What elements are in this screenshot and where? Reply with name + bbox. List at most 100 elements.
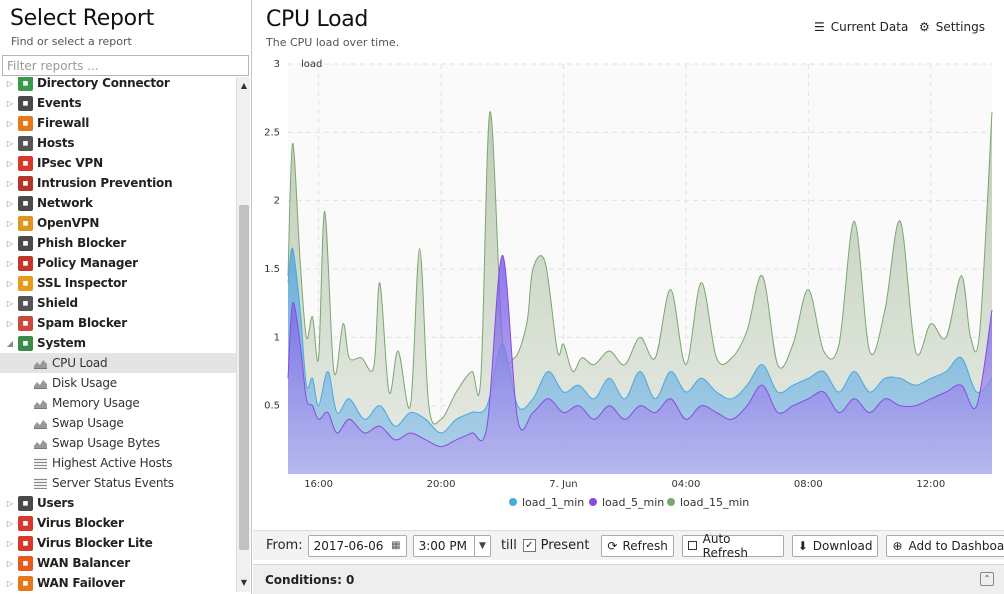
add-circle-icon: ⊕ bbox=[892, 538, 903, 553]
tree-report-item[interactable]: Highest Active Hosts bbox=[0, 453, 236, 473]
scroll-down-arrow-icon[interactable]: ▼ bbox=[240, 578, 248, 587]
expand-arrow-icon[interactable]: ▷ bbox=[6, 558, 14, 568]
tree-item-label: Policy Manager bbox=[37, 256, 138, 270]
legend-label: load_1_min bbox=[522, 496, 584, 509]
tree-category-item[interactable]: ▷ ■ Events bbox=[0, 93, 236, 113]
firewall-icon: ■ bbox=[18, 115, 33, 131]
tree-item-label: Events bbox=[37, 96, 82, 110]
area-chart-icon bbox=[34, 398, 47, 409]
expand-arrow-icon[interactable]: ▷ bbox=[6, 578, 14, 588]
add-to-dashboard-button[interactable]: ⊕ Add to Dashboard bbox=[886, 534, 1004, 557]
download-button[interactable]: ⬇ Download bbox=[791, 534, 879, 557]
tree-scrollbar[interactable]: ▲ ▼ bbox=[236, 77, 250, 592]
tree-category-item[interactable]: ▷ ■ Shield bbox=[0, 293, 236, 313]
tree-item-label: Swap Usage Bytes bbox=[52, 436, 160, 450]
openvpn-icon: ■ bbox=[18, 215, 33, 231]
tree-category-item[interactable]: ▷ ■ WAN Failover bbox=[0, 573, 236, 592]
tree-report-item[interactable]: Memory Usage bbox=[0, 393, 236, 413]
refresh-button[interactable]: ⟳ Refresh bbox=[601, 534, 674, 557]
tree-category-item[interactable]: ▷ ■ OpenVPN bbox=[0, 213, 236, 233]
tree-report-item[interactable]: Swap Usage Bytes bbox=[0, 433, 236, 453]
expand-arrow-icon[interactable]: ▷ bbox=[6, 158, 14, 168]
expand-arrow-icon[interactable]: ▷ bbox=[6, 538, 14, 548]
expand-arrow-icon[interactable]: ▷ bbox=[6, 498, 14, 508]
tree-item-label: WAN Balancer bbox=[37, 556, 130, 570]
tree-category-item[interactable]: ▷ ■ Policy Manager bbox=[0, 253, 236, 273]
current-data-label: Current Data bbox=[830, 20, 909, 34]
expand-arrow-icon[interactable]: ▷ bbox=[6, 238, 14, 248]
x-tick-label: 12:00 bbox=[916, 479, 945, 490]
x-tick-label: 08:00 bbox=[794, 479, 823, 490]
tree-category-item[interactable]: ▷ ■ Virus Blocker Lite bbox=[0, 533, 236, 553]
virus-blocker-icon: ■ bbox=[18, 515, 33, 531]
tree-item-label: SSL Inspector bbox=[37, 276, 127, 290]
tree-item-label: OpenVPN bbox=[37, 216, 100, 230]
filter-reports-input[interactable] bbox=[2, 55, 249, 76]
tree-item-label: Virus Blocker Lite bbox=[37, 536, 153, 550]
legend-marker bbox=[589, 498, 597, 506]
expand-arrow-icon[interactable]: ▷ bbox=[6, 178, 14, 188]
tree-category-item[interactable]: ▷ ■ Firewall bbox=[0, 113, 236, 133]
tree-category-item[interactable]: ▷ ■ Users bbox=[0, 493, 236, 513]
tree-item-label: CPU Load bbox=[52, 356, 108, 370]
tree-category-item[interactable]: ▷ ■ Phish Blocker bbox=[0, 233, 236, 253]
tree-category-item[interactable]: ▷ ■ IPsec VPN bbox=[0, 153, 236, 173]
expand-arrow-icon[interactable]: ▷ bbox=[6, 138, 14, 148]
expand-arrow-icon[interactable]: ▷ bbox=[6, 118, 14, 128]
conditions-panel[interactable]: Conditions: 0 ⌃ bbox=[253, 564, 1004, 594]
expand-arrow-icon[interactable]: ▷ bbox=[6, 198, 14, 208]
expand-up-icon[interactable]: ⌃ bbox=[980, 572, 994, 586]
till-label: till bbox=[500, 538, 517, 553]
expand-arrow-icon[interactable]: ▷ bbox=[6, 278, 14, 288]
expand-arrow-icon[interactable]: ▷ bbox=[6, 258, 14, 268]
scrollbar-thumb[interactable] bbox=[239, 205, 249, 550]
tree-report-item[interactable]: Server Status Events bbox=[0, 473, 236, 493]
tree-report-item[interactable]: Swap Usage bbox=[0, 413, 236, 433]
phish-blocker-icon: ■ bbox=[18, 235, 33, 251]
refresh-icon: ⟳ bbox=[607, 538, 618, 553]
tree-report-item[interactable]: CPU Load bbox=[0, 353, 236, 373]
chevron-down-icon[interactable]: ▼ bbox=[474, 535, 490, 556]
expand-arrow-icon[interactable]: ▷ bbox=[6, 298, 14, 308]
current-data-button[interactable]: ☰ Current Data bbox=[814, 20, 908, 34]
tree-item-label: Spam Blocker bbox=[37, 316, 127, 330]
download-icon: ⬇ bbox=[797, 538, 808, 553]
tree-category-item[interactable]: ▷ ■ Hosts bbox=[0, 133, 236, 153]
tree-category-item[interactable]: ▷ ■ WAN Balancer bbox=[0, 553, 236, 573]
expand-arrow-icon[interactable]: ▷ bbox=[6, 318, 14, 328]
area-chart-icon bbox=[34, 378, 47, 389]
tree-item-label: Swap Usage bbox=[52, 416, 124, 430]
policy-manager-icon: ■ bbox=[18, 255, 33, 271]
tree-category-item[interactable]: ▷ ■ Directory Connector bbox=[0, 77, 236, 93]
expand-arrow-icon[interactable]: ▷ bbox=[6, 218, 14, 228]
x-tick-label: 7. Jun bbox=[549, 479, 577, 490]
tree-item-label: Memory Usage bbox=[52, 396, 140, 410]
tree-category-item[interactable]: ▷ ■ Network bbox=[0, 193, 236, 213]
panel-subtitle: Find or select a report bbox=[11, 35, 132, 48]
collapse-arrow-icon[interactable]: ◢ bbox=[6, 338, 14, 348]
y-tick-label: 1.5 bbox=[264, 264, 280, 275]
calendar-icon[interactable]: ▦ bbox=[391, 540, 401, 551]
list-icon bbox=[34, 478, 47, 489]
expand-arrow-icon[interactable]: ▷ bbox=[6, 98, 14, 108]
y-axis-label: load bbox=[301, 59, 322, 70]
x-tick-label: 16:00 bbox=[304, 479, 333, 490]
date-picker[interactable]: 2017-06-06 ▦ bbox=[307, 534, 407, 557]
table-icon: ☰ bbox=[814, 20, 825, 34]
tree-report-item[interactable]: Disk Usage bbox=[0, 373, 236, 393]
expand-arrow-icon[interactable]: ▷ bbox=[6, 518, 14, 528]
tree-category-item[interactable]: ▷ ■ Intrusion Prevention bbox=[0, 173, 236, 193]
settings-button[interactable]: ⚙ Settings bbox=[919, 20, 985, 34]
tree-category-item[interactable]: ▷ ■ Spam Blocker bbox=[0, 313, 236, 333]
tree-category-item[interactable]: ◢ ■ System bbox=[0, 333, 236, 353]
auto-refresh-button[interactable]: Auto Refresh bbox=[681, 532, 784, 560]
tree-category-item[interactable]: ▷ ■ Virus Blocker bbox=[0, 513, 236, 533]
users-icon: ■ bbox=[18, 495, 33, 511]
expand-arrow-icon[interactable]: ▷ bbox=[6, 78, 14, 88]
list-icon bbox=[34, 458, 47, 469]
present-checkbox[interactable]: ✓ bbox=[522, 539, 536, 552]
report-title: CPU Load bbox=[266, 7, 369, 32]
tree-category-item[interactable]: ▷ ■ SSL Inspector bbox=[0, 273, 236, 293]
scroll-up-arrow-icon[interactable]: ▲ bbox=[240, 81, 248, 90]
time-select[interactable]: 3:00 PM ▼ bbox=[412, 534, 491, 557]
